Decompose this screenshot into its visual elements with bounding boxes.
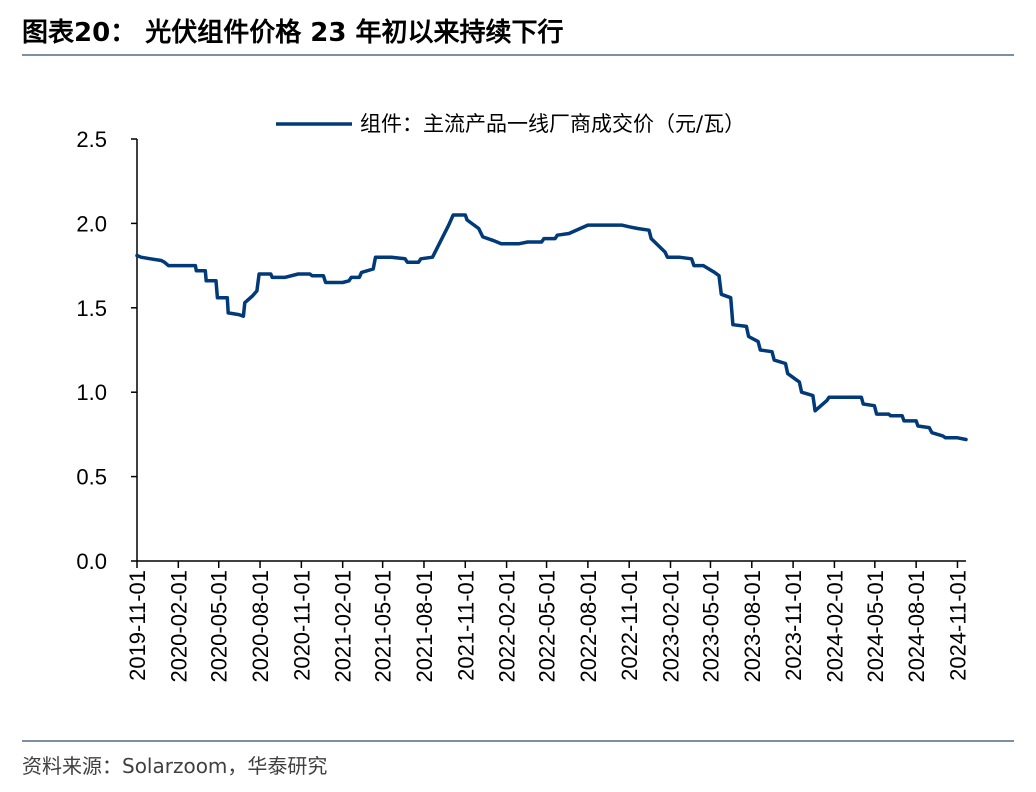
x-tick-label: 2020-05-01	[207, 570, 232, 683]
figure-title: 图表20： 光伏组件价格 23 年初以来持续下行	[22, 18, 564, 48]
y-tick-label: 2.5	[76, 127, 107, 152]
x-tick-label: 2022-11-01	[617, 570, 642, 681]
source-note: 资料来源：Solarzoom，华泰研究	[22, 754, 328, 778]
x-tick-label: 2022-02-01	[495, 570, 520, 683]
x-tick-label: 2024-08-01	[904, 570, 929, 683]
x-axis-ticks: 2019-11-01 2020-02-01 2020-05-01 2020-08-01…	[125, 561, 971, 683]
x-tick-label: 2023-11-01	[781, 570, 806, 681]
x-tick-label: 2021-05-01	[371, 570, 396, 683]
y-tick-label: 1.5	[76, 296, 107, 321]
x-tick-label: 2022-08-01	[576, 570, 601, 683]
x-tick-label: 2023-05-01	[699, 570, 724, 683]
axes	[136, 139, 966, 562]
x-tick-label: 2020-02-01	[166, 570, 191, 683]
y-tick-label: 2.0	[76, 211, 107, 236]
y-tick-label: 0.0	[76, 549, 107, 574]
x-tick-label: 2023-08-01	[740, 570, 765, 683]
y-tick-label: 1.0	[76, 380, 107, 405]
bottom-rule	[22, 740, 1014, 742]
x-tick-label: 2022-05-01	[535, 570, 560, 683]
x-tick-label: 2024-11-01	[946, 570, 971, 681]
x-tick-label: 2024-05-01	[863, 570, 888, 683]
x-tick-label: 2021-11-01	[453, 570, 478, 681]
x-tick-label: 2024-02-01	[822, 570, 847, 683]
x-tick-label: 2021-02-01	[331, 570, 356, 683]
x-tick-label: 2020-11-01	[289, 570, 314, 681]
series-line	[135, 213, 968, 442]
x-tick-label: 2020-08-01	[248, 570, 273, 683]
legend-label: 组件：主流产品一线厂商成交价（元/瓦）	[360, 112, 745, 136]
legend: 组件：主流产品一线厂商成交价（元/瓦）	[276, 112, 745, 136]
x-tick-label: 2023-02-01	[659, 570, 684, 683]
x-tick-label: 2021-08-01	[412, 570, 437, 683]
top-rule	[22, 54, 1014, 56]
y-axis-ticks: 0.0 0.5 1.0 1.5 2.0 2.5	[76, 127, 137, 574]
x-tick-label: 2019-11-01	[125, 570, 150, 681]
y-tick-label: 0.5	[76, 465, 107, 490]
series-group	[135, 213, 968, 442]
